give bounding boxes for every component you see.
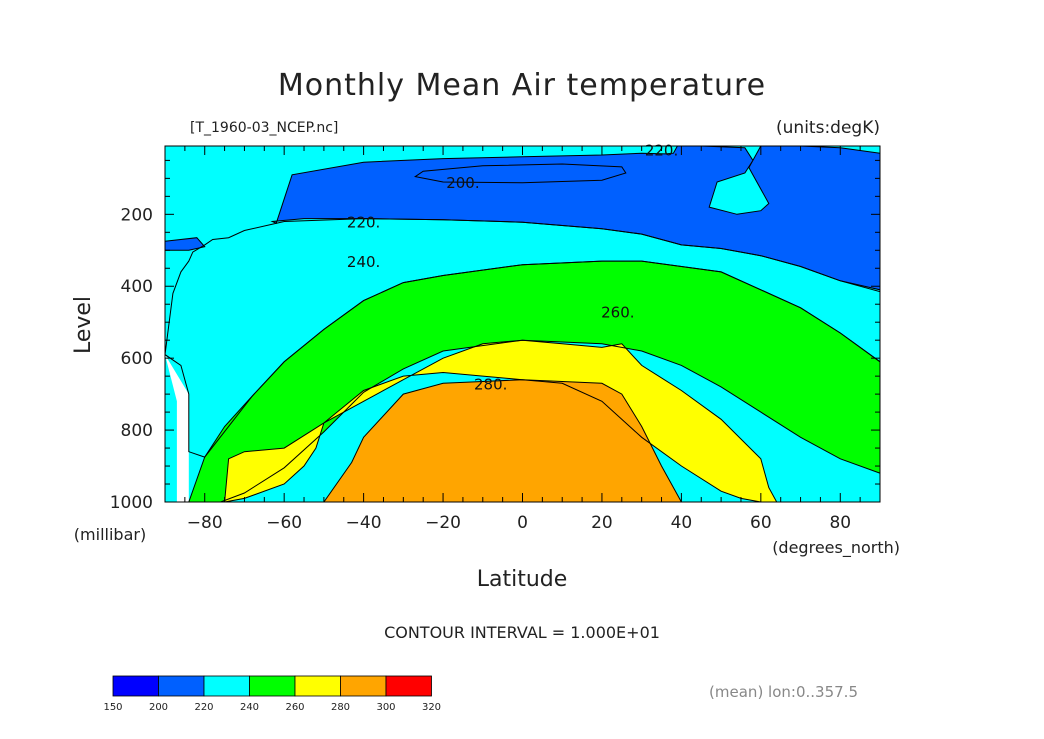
- colorbar-swatch: [249, 675, 296, 697]
- fill-220-240: [165, 146, 880, 458]
- contour-line-240-260: [188, 260, 880, 502]
- contour-label: 280.: [474, 375, 507, 393]
- y-tick-label: 600: [121, 349, 153, 369]
- colorbar-label: 150: [103, 702, 122, 713]
- colorbar: 150 200 220 240 260 280 300 320: [103, 675, 441, 713]
- contour-line-260-280: [224, 339, 778, 502]
- x-tick-label: 80: [829, 513, 851, 533]
- y-units-label: (millibar): [74, 525, 146, 544]
- contour-label: 260.: [601, 303, 634, 321]
- contour-fills: [165, 146, 880, 502]
- colorbar-label: 260: [285, 702, 304, 713]
- contour-label: 220.: [347, 214, 380, 232]
- colorbar-swatch: [385, 675, 432, 697]
- x-axis-label: Latitude: [477, 567, 568, 592]
- contour-label: 240.: [347, 253, 380, 271]
- contour-lines: [165, 146, 880, 502]
- x-tick-label: 40: [671, 513, 693, 533]
- fill-200-220-main: [272, 146, 880, 290]
- x-tick-label: −80: [187, 513, 223, 533]
- y-tick-label: 400: [121, 277, 153, 297]
- source-label: [T_1960-03_NCEP.nc]: [190, 120, 338, 136]
- contour-line-below-200: [414, 163, 627, 184]
- averaging-note: (mean) lon:0..357.5: [709, 683, 858, 701]
- colorbar-label: 240: [240, 702, 259, 713]
- y-tick-label: 200: [121, 205, 153, 225]
- x-tick-label: 60: [750, 513, 772, 533]
- fill-above-280: [323, 379, 682, 502]
- fill-200-220-patch: [165, 237, 205, 251]
- contour-line-200-220-patch: [165, 237, 206, 251]
- colorbar-swatch: [340, 675, 387, 697]
- chart-title: Monthly Mean Air temperature: [278, 68, 766, 103]
- colorbar-swatch: [203, 675, 250, 697]
- x-tick-label: −40: [346, 513, 382, 533]
- mask-missing-data: [165, 354, 189, 502]
- x-units-label: (degrees_north): [772, 538, 900, 558]
- colorbar-label: 320: [422, 702, 441, 713]
- x-axis: −80 −60 −40 −20 0 20 40 60 80: [164, 146, 881, 533]
- contour-label: 200.: [446, 174, 479, 192]
- y-axis-label: Level: [71, 296, 96, 354]
- colorbar-label: 280: [331, 702, 350, 713]
- contour-line-above-280: [323, 379, 682, 502]
- x-tick-label: 0: [517, 513, 528, 533]
- colorbar-swatch: [294, 675, 341, 697]
- y-axis: 200 400 600 800 1000: [110, 159, 880, 513]
- colorbar-swatch: [158, 675, 205, 697]
- colorbar-swatch: [112, 675, 159, 697]
- y-tick-label: 1000: [110, 493, 153, 513]
- x-tick-label: −20: [425, 513, 461, 533]
- fill-240-260: [188, 261, 880, 502]
- colorbar-label: 220: [194, 702, 213, 713]
- colorbar-label: 200: [149, 702, 168, 713]
- units-label: (units:degK): [776, 118, 880, 138]
- fill-260-280: [224, 340, 777, 502]
- contour-interval: CONTOUR INTERVAL = 1.000E+01: [384, 623, 660, 642]
- y-tick-label: 800: [121, 421, 153, 441]
- x-tick-label: −60: [266, 513, 302, 533]
- colorbar-label: 300: [376, 702, 395, 713]
- x-tick-label: 20: [591, 513, 613, 533]
